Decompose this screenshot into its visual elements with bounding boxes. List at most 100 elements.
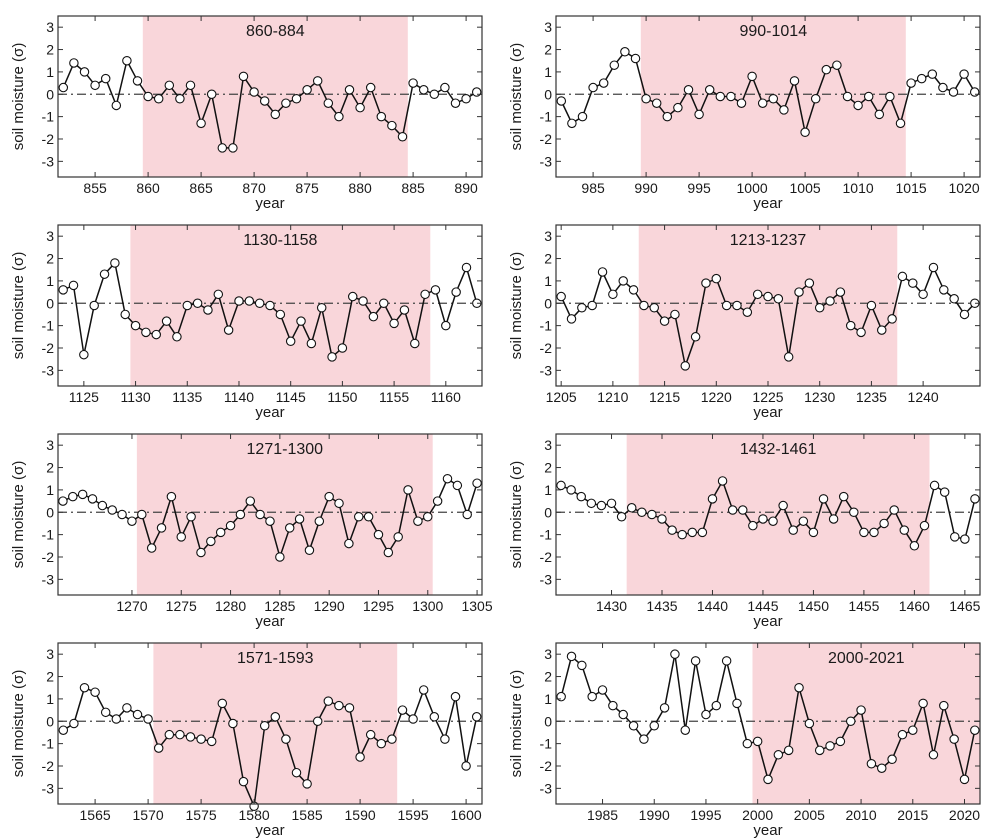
data-point (908, 278, 918, 288)
data-point (196, 118, 206, 129)
x-tick-label: 1455 (848, 598, 879, 614)
data-point (825, 296, 835, 306)
data-point (783, 745, 794, 756)
data-point (413, 516, 423, 526)
data-point (408, 78, 418, 88)
data-point (588, 82, 598, 93)
data-point (778, 500, 788, 511)
data-point (670, 649, 680, 659)
data-point (334, 111, 344, 122)
data-point (238, 71, 249, 82)
data-point (683, 85, 694, 95)
data-point (161, 316, 172, 326)
data-point (732, 698, 742, 709)
x-tick-label: 1285 (264, 598, 295, 614)
data-point (79, 67, 90, 77)
data-point (254, 298, 265, 309)
x-tick-label: 1140 (224, 389, 254, 405)
data-point (918, 698, 928, 709)
data-point (306, 338, 317, 349)
data-point (641, 93, 651, 104)
data-point (877, 763, 887, 773)
data-point (206, 536, 216, 547)
data-point (606, 498, 617, 509)
data-point (768, 93, 779, 104)
data-point (879, 518, 889, 529)
data-point (281, 734, 291, 744)
x-tick-label: 1230 (804, 389, 835, 405)
data-point (270, 109, 281, 120)
data-point (397, 705, 408, 715)
data-point (275, 552, 285, 562)
data-point (344, 85, 355, 95)
x-tick-label: 1160 (431, 389, 461, 405)
data-point (647, 509, 657, 520)
x-tick-label: 890 (454, 180, 478, 196)
data-point (423, 511, 433, 522)
data-point (265, 516, 275, 526)
data-point (859, 527, 869, 538)
x-tick-label: 875 (295, 180, 319, 196)
data-point (245, 496, 256, 506)
data-point (58, 82, 69, 93)
data-point (461, 262, 472, 273)
data-point (302, 779, 312, 789)
data-point (397, 132, 408, 142)
data-point (452, 480, 463, 491)
data-point (887, 314, 897, 324)
data-point (748, 520, 758, 531)
data-point (192, 298, 203, 309)
data-point (379, 298, 389, 309)
data-point (576, 491, 586, 502)
x-tick-label: 1210 (597, 389, 628, 405)
data-point (758, 514, 768, 524)
data-point (704, 85, 715, 95)
data-point (773, 750, 784, 760)
data-point (234, 296, 244, 306)
x-tick-label: 1220 (701, 389, 732, 405)
data-point (58, 725, 69, 735)
x-tick-label: 1565 (80, 807, 111, 823)
data-point (450, 98, 461, 108)
data-point (726, 91, 736, 102)
data-point (156, 523, 167, 533)
data-point (291, 767, 302, 778)
y-tick-label: 1 (544, 64, 552, 80)
y-tick-label: 1 (544, 482, 552, 498)
data-point (99, 269, 110, 279)
data-point (284, 523, 295, 533)
data-point (90, 687, 100, 697)
y-tick-label: 3 (46, 437, 54, 453)
data-point (228, 143, 238, 153)
data-point (608, 289, 618, 300)
data-point (259, 720, 270, 731)
panel-7: 1565 1570 1575 1580 1585 1590 1595 1600 -3 -2 -1 0 1… (10, 642, 483, 839)
data-point (866, 758, 877, 769)
data-point (949, 294, 959, 304)
y-tick-label: -3 (42, 362, 55, 378)
data-point (929, 480, 940, 491)
data-point (783, 352, 794, 362)
data-point (120, 309, 130, 320)
data-point (626, 503, 637, 513)
data-point (887, 754, 897, 765)
data-point (399, 305, 410, 315)
y-tick-label: -2 (42, 131, 55, 147)
data-point (176, 532, 187, 542)
data-point (736, 98, 747, 108)
y-axis-label: soil moisture (σ) (10, 252, 27, 360)
x-tick-label: 1585 (292, 807, 323, 823)
x-tick-label: 1995 (690, 807, 721, 823)
data-point (866, 300, 877, 311)
data-point (832, 60, 842, 70)
y-tick-label: -1 (42, 318, 55, 334)
data-point (948, 87, 959, 97)
data-point (788, 525, 798, 535)
panel-5: 1270 1275 1280 1285 1290 1295 1300 1305 -3 -2 -1 0 1… (10, 433, 493, 630)
data-point (697, 527, 708, 538)
data-point (344, 538, 354, 549)
data-point (742, 307, 753, 317)
x-tick-label: 870 (242, 180, 266, 196)
plot-frame (57, 433, 483, 596)
series-line (62, 686, 478, 809)
